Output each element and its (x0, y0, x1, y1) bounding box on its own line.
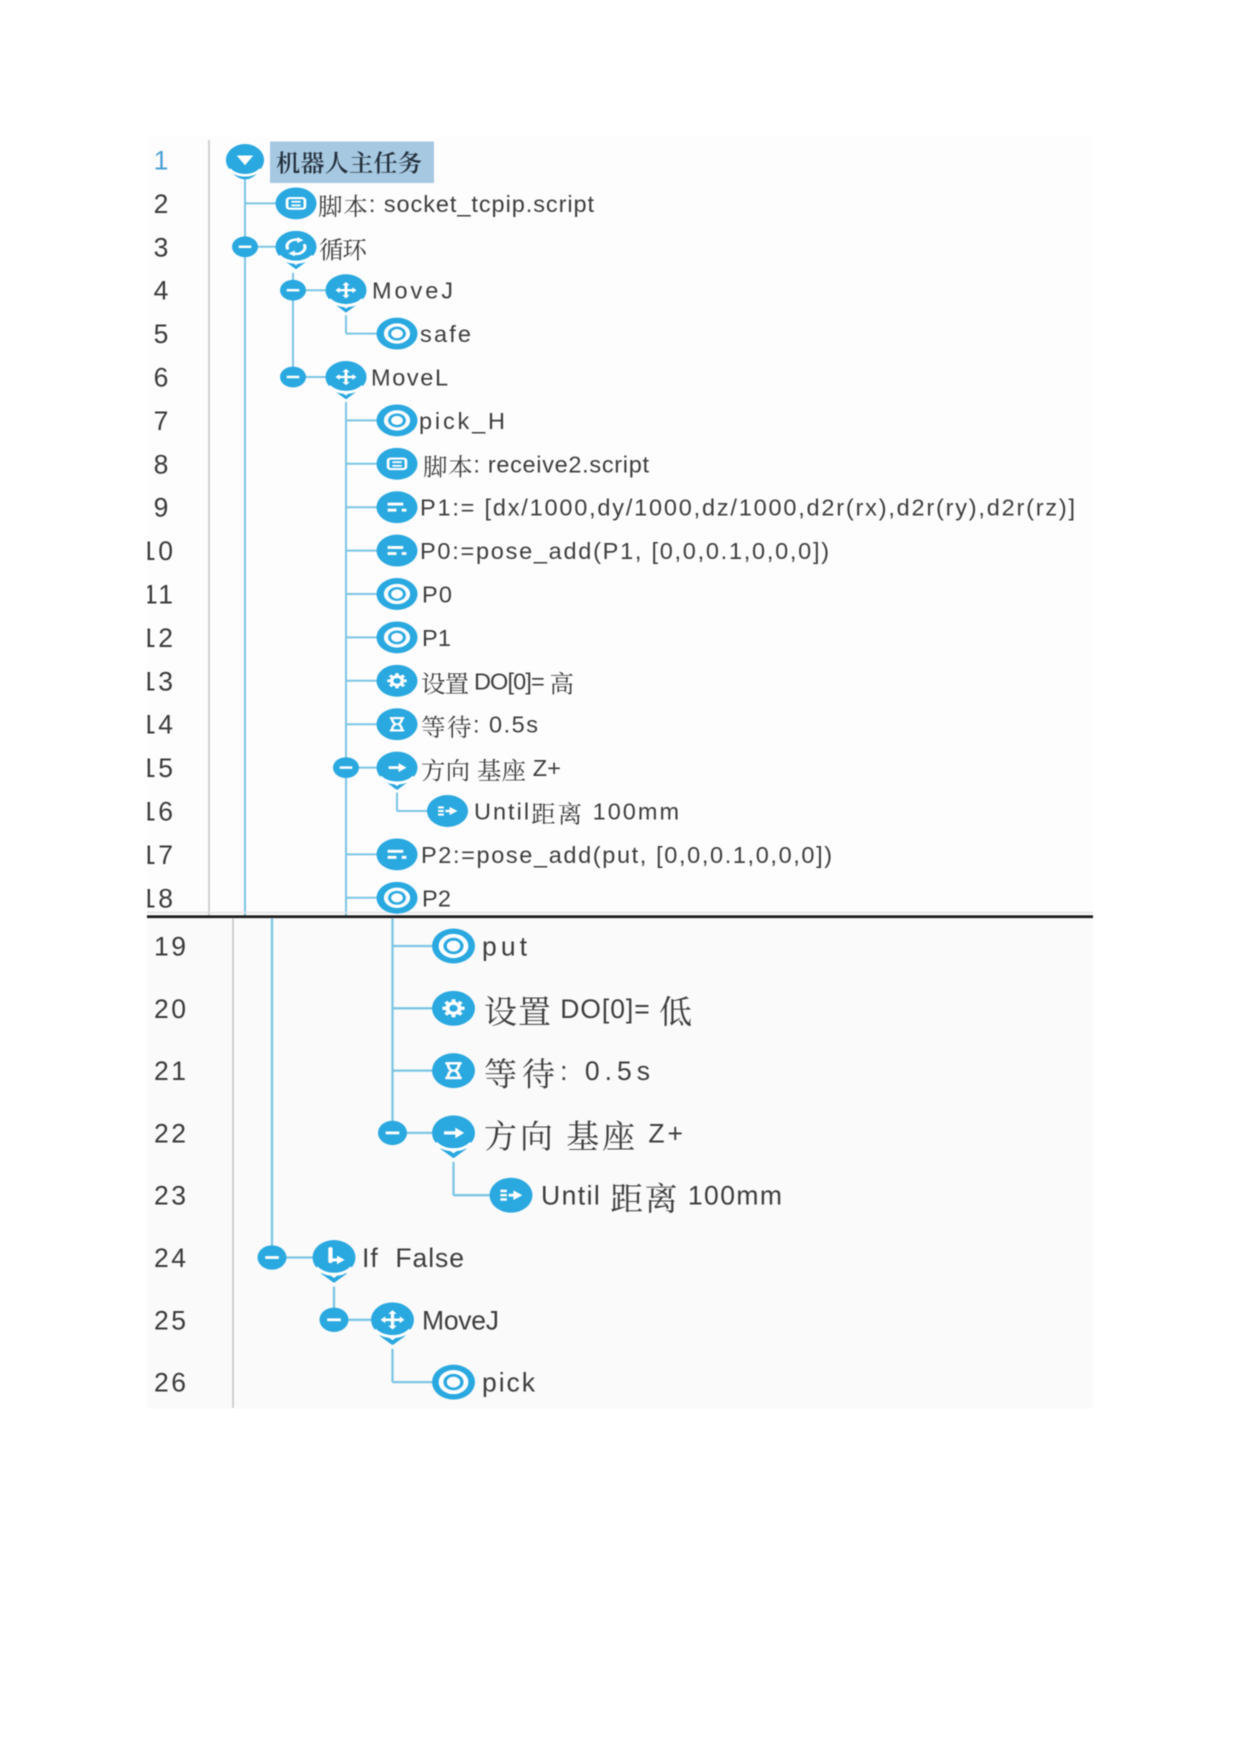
svg-text:17: 17 (141, 840, 175, 870)
svg-text:2: 2 (154, 189, 171, 219)
svg-text:Z+: Z+ (526, 755, 561, 781)
svg-text:P1:= [dx/1000,dy/1000,dz/1000,: P1:= [dx/1000,dy/1000,dz/1000,d2r(rx),d2… (420, 495, 1077, 521)
svg-text:MoveL: MoveL (371, 365, 450, 391)
svg-text:3: 3 (154, 232, 171, 262)
svg-text:22: 22 (154, 1118, 188, 1148)
svg-text:pick_H: pick_H (419, 408, 508, 434)
svg-text:P2:=pose_add(put, [0,0,0.1,0,0: P2:=pose_add(put, [0,0,0.1,0,0,0]) (421, 842, 834, 868)
svg-text:Until: Until (541, 1181, 610, 1211)
svg-text:11: 11 (143, 580, 176, 610)
svg-text:16: 16 (141, 797, 175, 827)
svg-text:9: 9 (154, 493, 171, 523)
svg-text:P1: P1 (422, 625, 451, 651)
svg-text:: socket_tcpip.script: : socket_tcpip.script (369, 191, 595, 217)
svg-text:5: 5 (154, 319, 171, 349)
svg-text:If False: If False (362, 1243, 465, 1273)
svg-text:18: 18 (141, 883, 175, 913)
svg-text:: 0.5s: : 0.5s (473, 712, 539, 738)
svg-text:10: 10 (141, 536, 175, 566)
svg-text:14: 14 (141, 710, 175, 740)
svg-text:MoveJ: MoveJ (422, 1305, 499, 1335)
svg-text:100mm: 100mm (679, 1181, 783, 1211)
svg-text:P0:=pose_add(P1, [0,0,0.1,0,0,: P0:=pose_add(P1, [0,0,0.1,0,0,0]) (420, 538, 831, 564)
svg-text:4: 4 (154, 276, 171, 306)
svg-text:DO[0]=: DO[0]= (552, 994, 659, 1024)
svg-text:safe: safe (420, 321, 473, 347)
svg-text:Z+: Z+ (638, 1118, 686, 1148)
svg-text:21: 21 (154, 1056, 188, 1086)
svg-text:pick: pick (482, 1368, 537, 1398)
svg-text:24: 24 (154, 1243, 188, 1273)
svg-text:8: 8 (154, 449, 171, 479)
svg-text:26: 26 (154, 1368, 188, 1398)
svg-text:: 0.5s: : 0.5s (560, 1056, 655, 1086)
svg-text:MoveJ: MoveJ (372, 278, 456, 304)
svg-text:DO[0]=: DO[0]= (468, 668, 549, 694)
svg-text:Until: Until (474, 799, 531, 825)
svg-text:P0: P0 (422, 582, 453, 608)
svg-text:23: 23 (154, 1181, 188, 1211)
svg-text:P2: P2 (422, 885, 451, 911)
svg-text:1: 1 (154, 146, 171, 176)
svg-text:13: 13 (141, 666, 175, 696)
svg-text:25: 25 (154, 1305, 188, 1335)
svg-text:6: 6 (154, 363, 171, 393)
svg-text:15: 15 (141, 753, 175, 783)
svg-text:19: 19 (154, 932, 188, 962)
svg-text:12: 12 (141, 623, 175, 653)
svg-text:put: put (482, 932, 531, 962)
svg-text:100mm: 100mm (584, 799, 681, 825)
svg-text:20: 20 (154, 994, 188, 1024)
svg-text:: receive2.script: : receive2.script (473, 451, 649, 477)
svg-text:7: 7 (154, 406, 171, 436)
